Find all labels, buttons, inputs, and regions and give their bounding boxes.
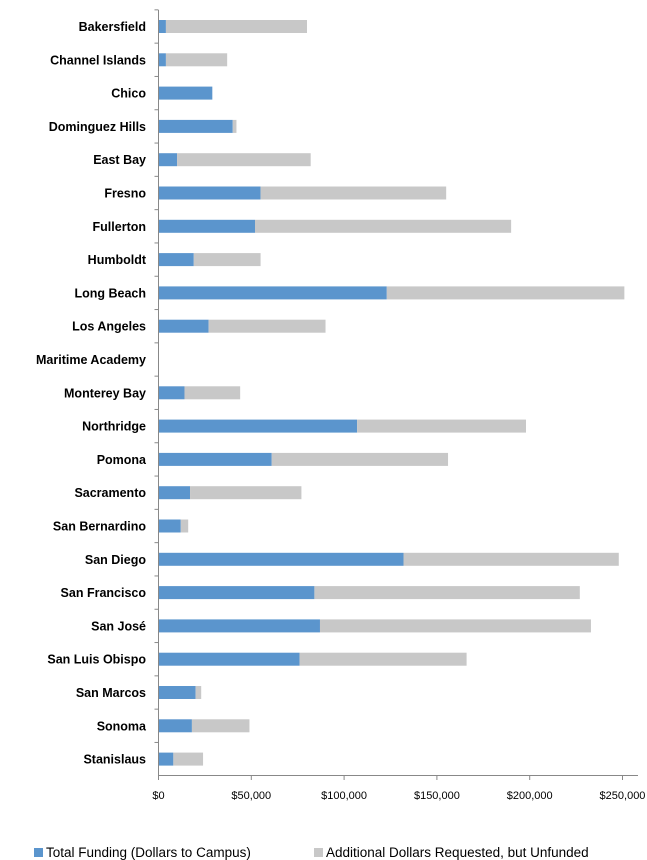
- x-tick-label: $150,000: [414, 790, 460, 802]
- bar-fresno-funded: [158, 186, 261, 200]
- bar-northridge-funded: [158, 419, 358, 433]
- bar-stanislaus-unfunded: [173, 752, 204, 766]
- bar-san-diego-funded: [158, 552, 404, 566]
- category-label-long-beach: Long Beach: [74, 286, 146, 300]
- category-label-maritime-academy: Maritime Academy: [36, 353, 146, 367]
- category-label-monterey-bay: Monterey Bay: [64, 386, 146, 400]
- category-label-bakersfield: Bakersfield: [79, 20, 146, 34]
- bar-san-jose-funded: [158, 619, 320, 633]
- bar-pomona-unfunded: [271, 452, 449, 466]
- category-label-east-bay: East Bay: [93, 153, 146, 167]
- bar-san-diego-unfunded: [403, 552, 619, 566]
- legend-label-unfunded: Additional Dollars Requested, but Unfund…: [326, 845, 589, 860]
- bar-sacramento-unfunded: [190, 486, 302, 500]
- category-label-sonoma: Sonoma: [97, 719, 147, 733]
- bar-san-bernardino-funded: [158, 519, 181, 533]
- bar-northridge-unfunded: [357, 419, 526, 433]
- bar-san-francisco-funded: [158, 586, 315, 600]
- legend-swatch-unfunded: [314, 848, 323, 857]
- category-label-pomona: Pomona: [97, 453, 147, 467]
- bar-chico-funded: [158, 86, 213, 100]
- bar-humboldt-funded: [158, 253, 194, 267]
- legend-item-funded: Total Funding (Dollars to Campus): [34, 845, 251, 860]
- bar-san-luis-obispo-funded: [158, 652, 300, 666]
- bar-east-bay-funded: [158, 153, 178, 167]
- bar-channel-islands-unfunded: [165, 53, 228, 67]
- category-label-san-francisco: San Francisco: [61, 586, 147, 600]
- bar-bakersfield-funded: [158, 20, 166, 33]
- bar-dominguez-hills-funded: [158, 119, 233, 133]
- category-label-dominguez-hills: Dominguez Hills: [49, 120, 146, 134]
- category-label-san-luis-obispo: San Luis Obispo: [47, 653, 146, 667]
- bar-bakersfield-unfunded: [165, 20, 307, 33]
- category-label-fullerton: Fullerton: [93, 220, 146, 234]
- bar-long-beach-funded: [158, 286, 387, 300]
- bar-east-bay-unfunded: [177, 153, 311, 167]
- bar-stanislaus-funded: [158, 752, 174, 766]
- bar-dominguez-hills-unfunded: [232, 119, 237, 133]
- category-label-san-jose: San José: [91, 619, 146, 633]
- x-tick-label: $0: [152, 790, 164, 802]
- stacked-bar-chart: Bakersfield Channel Islands Chico Dominguez…: [36, 9, 646, 802]
- bar-fresno-unfunded: [260, 186, 447, 200]
- category-label-humboldt: Humboldt: [88, 253, 147, 267]
- x-tick-label: $100,000: [321, 790, 367, 802]
- category-label-san-diego: San Diego: [85, 553, 146, 567]
- x-tick-label: $250,000: [600, 790, 646, 802]
- category-label-northridge: Northridge: [82, 420, 146, 434]
- bar-channel-islands-funded: [158, 53, 166, 67]
- x-tick-label: $50,000: [231, 790, 271, 802]
- category-label-sacramento: Sacramento: [74, 486, 146, 500]
- category-label-chico: Chico: [111, 87, 146, 101]
- bar-monterey-bay-funded: [158, 386, 185, 400]
- category-label-san-marcos: San Marcos: [76, 686, 146, 700]
- bar-san-luis-obispo-unfunded: [299, 652, 467, 666]
- bar-san-marcos-funded: [158, 686, 196, 699]
- bar-pomona-funded: [158, 452, 272, 466]
- category-label-channel-islands: Channel Islands: [50, 53, 146, 67]
- bar-fullerton-funded: [158, 219, 256, 233]
- bar-los-angeles-funded: [158, 319, 209, 333]
- bar-san-bernardino-unfunded: [180, 519, 189, 533]
- bar-monterey-bay-unfunded: [184, 386, 241, 400]
- bar-fullerton-unfunded: [255, 219, 512, 233]
- category-label-los-angeles: Los Angeles: [72, 320, 146, 334]
- legend-swatch-funded: [34, 848, 43, 857]
- bar-los-angeles-unfunded: [208, 319, 326, 333]
- bar-humboldt-unfunded: [193, 253, 261, 267]
- bar-san-francisco-unfunded: [314, 586, 580, 600]
- category-label-stanislaus: Stanislaus: [83, 753, 146, 767]
- bar-sonoma-funded: [158, 719, 192, 733]
- x-tick-label: $200,000: [507, 790, 553, 802]
- bar-sacramento-funded: [158, 486, 191, 500]
- legend-item-unfunded: Additional Dollars Requested, but Unfund…: [314, 845, 589, 860]
- category-label-fresno: Fresno: [104, 187, 146, 201]
- bar-san-marcos-unfunded: [195, 686, 202, 699]
- bar-san-jose-unfunded: [319, 619, 591, 633]
- category-label-san-bernardino: San Bernardino: [53, 520, 146, 534]
- bar-sonoma-unfunded: [191, 719, 250, 733]
- legend-label-funded: Total Funding (Dollars to Campus): [46, 845, 251, 860]
- bar-long-beach-unfunded: [386, 286, 625, 300]
